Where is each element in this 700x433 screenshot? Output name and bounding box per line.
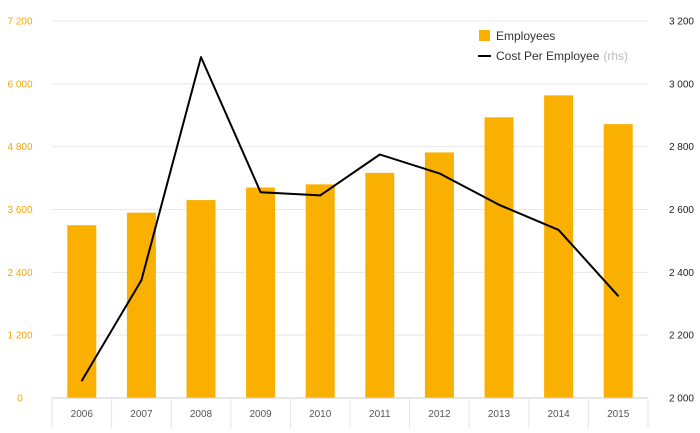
y-right-tick-label: 3 000 [669,79,694,90]
legend-label-text: Cost Per Employee [496,49,600,63]
x-tick-label: 2009 [249,409,272,420]
y-right-tick-label: 2 400 [669,268,694,279]
legend-label: Employees [496,29,555,43]
point-cost-per-employee-2013 [498,203,500,206]
x-tick-label: 2010 [309,409,332,420]
y-left-tick-label: 3 600 [7,205,32,216]
line-cost-per-employee [80,56,619,382]
point-cost-per-employee-2009 [259,191,262,194]
bar-employees-2012 [424,152,454,398]
point-cost-per-employee-2012 [438,172,441,175]
point-cost-per-employee-2008 [200,56,202,58]
y-right-tick-label: 2 800 [669,142,694,153]
y-right-tick-label: 2 200 [669,331,694,342]
x-tick-label: 2014 [547,409,570,420]
bar-employees-2015 [603,124,633,398]
bar-employees-2011 [365,172,395,398]
point-cost-per-employee-2011 [379,153,381,156]
x-tick-label: 2012 [428,409,451,420]
bar-series-employees [67,95,633,398]
y-left-tick-label: 4 800 [7,142,32,153]
point-cost-per-employee-2006 [81,379,83,382]
bar-employees-2008 [186,200,216,398]
legend: Employees Cost Per Employee (rhs) [478,29,628,63]
x-tick-label: 2011 [369,409,391,420]
bar-employees-2014 [544,95,574,398]
y-left-tick-label: 6 000 [7,79,32,90]
x-tick-label: 2013 [488,409,511,420]
legend-label-text: Employees [496,29,555,43]
legend-label-suffix: (rhs) [603,49,628,63]
bar-employees-2006 [67,225,97,398]
x-tick-label: 2007 [130,409,153,420]
x-tick-label: 2008 [190,409,213,420]
point-cost-per-employee-2007 [140,279,143,281]
bar-employees-2010 [305,184,335,398]
legend-swatch-employees [479,30,490,41]
bar-employees-2013 [484,117,514,398]
axes: 0 1 200 2 400 3 600 4 800 6 000 7 200 2 000 2 20… [7,17,694,428]
y-left-tick-label: 7 200 [7,17,32,28]
y-right-tick-label: 3 200 [669,17,694,28]
y-left-tick-label: 1 200 [7,331,32,342]
y-right-tick-label: 2 000 [669,394,694,405]
line-series-cost-per-employee [80,56,619,382]
legend-label: Cost Per Employee (rhs) [496,49,628,63]
y-left-tick-label: 2 400 [7,268,32,279]
point-cost-per-employee-2014 [557,229,560,231]
x-tick-label: 2006 [71,409,94,420]
y-right-tick-label: 2 600 [669,205,694,216]
point-cost-per-employee-2015 [617,295,619,297]
bar-employees-2009 [246,187,276,398]
point-cost-per-employee-2010 [319,194,322,197]
y-left-tick-label: 0 [17,394,23,405]
x-tick-label: 2015 [607,409,630,420]
